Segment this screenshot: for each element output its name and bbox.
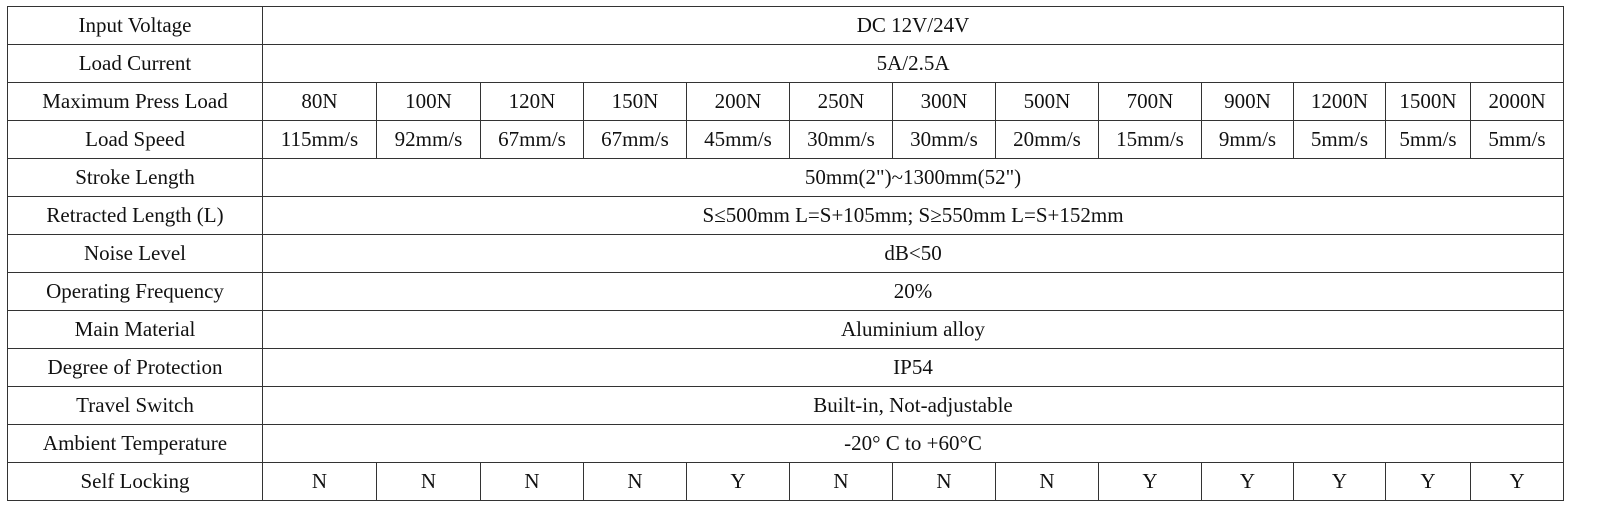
row-value: Built-in, Not-adjustable — [261, 386, 1565, 425]
row-cell: 92mm/s — [376, 120, 481, 159]
table-row: Travel Switch Built-in, Not-adjustable — [7, 386, 1565, 425]
row-value: DC 12V/24V — [261, 6, 1565, 45]
row-value: 50mm(2")~1300mm(52") — [261, 158, 1565, 197]
row-label: Self Locking — [7, 462, 263, 501]
row-cell: N — [892, 462, 996, 501]
table-row: Load Speed 115mm/s 92mm/s 67mm/s 67mm/s 45mm/… — [7, 120, 1565, 159]
row-value: -20° C to +60°C — [261, 424, 1565, 463]
row-value: S≤500mm L=S+105mm; S≥550mm L=S+152mm — [261, 196, 1565, 235]
row-label: Degree of Protection — [7, 348, 263, 387]
row-cell: Y — [1098, 462, 1202, 501]
row-cell: 2000N — [1469, 82, 1565, 121]
row-cell: 900N — [1201, 82, 1294, 121]
row-cell: N — [262, 462, 377, 501]
row-label: Ambient Temperature — [7, 424, 263, 463]
row-cell: N — [583, 462, 687, 501]
table-row: Main Material Aluminium alloy — [7, 310, 1565, 349]
row-cell: 700N — [1098, 82, 1202, 121]
row-cell: 15mm/s — [1098, 120, 1202, 159]
row-cell: 30mm/s — [789, 120, 893, 159]
row-label: Stroke Length — [7, 158, 263, 197]
row-cell: 45mm/s — [686, 120, 790, 159]
row-label: Noise Level — [7, 234, 263, 273]
row-value: dB<50 — [261, 234, 1565, 273]
row-cell: 5mm/s — [1293, 120, 1386, 159]
row-cell: 200N — [686, 82, 790, 121]
row-cell: N — [789, 462, 893, 501]
row-value: IP54 — [261, 348, 1565, 387]
row-cell: N — [480, 462, 584, 501]
row-cell: Y — [1201, 462, 1294, 501]
row-cell: 100N — [376, 82, 481, 121]
row-cell: 5mm/s — [1385, 120, 1471, 159]
row-label: Main Material — [7, 310, 263, 349]
row-label: Input Voltage — [7, 6, 263, 45]
table-row: Noise Level dB<50 — [7, 234, 1565, 273]
table-row: Maximum Press Load 80N 100N 120N 150N 200N 250… — [7, 82, 1565, 121]
row-cell: 80N — [262, 82, 377, 121]
row-cell: 9mm/s — [1201, 120, 1294, 159]
row-value: 5A/2.5A — [261, 44, 1565, 83]
table-row: Self Locking N N N N Y N N N Y Y Y Y Y — [7, 462, 1565, 501]
row-cell: 67mm/s — [480, 120, 584, 159]
table-row: Retracted Length (L) S≤500mm L=S+105mm; S… — [7, 196, 1565, 235]
row-cell: N — [376, 462, 481, 501]
row-cell: 67mm/s — [583, 120, 687, 159]
row-label: Load Current — [7, 44, 263, 83]
row-cell: 1500N — [1385, 82, 1471, 121]
table-row: Stroke Length 50mm(2")~1300mm(52") — [7, 158, 1565, 197]
row-cell: Y — [1293, 462, 1386, 501]
row-label: Retracted Length (L) — [7, 196, 263, 235]
row-label: Maximum Press Load — [7, 82, 263, 121]
row-value: 20% — [261, 272, 1565, 311]
row-label: Operating Frequency — [7, 272, 263, 311]
row-cell: N — [995, 462, 1099, 501]
row-cell: 300N — [892, 82, 996, 121]
row-cell: Y — [1469, 462, 1565, 501]
row-cell: 150N — [583, 82, 687, 121]
row-cell: 20mm/s — [995, 120, 1099, 159]
row-cell: Y — [1385, 462, 1471, 501]
spec-table: Input Voltage DC 12V/24V Load Current 5A/2.… — [7, 6, 1565, 501]
row-cell: 30mm/s — [892, 120, 996, 159]
row-cell: 500N — [995, 82, 1099, 121]
table-row: Ambient Temperature -20° C to +60°C — [7, 424, 1565, 463]
row-cell: 120N — [480, 82, 584, 121]
row-cell: 250N — [789, 82, 893, 121]
row-cell: 5mm/s — [1469, 120, 1565, 159]
table-row: Degree of Protection IP54 — [7, 348, 1565, 387]
row-cell: 115mm/s — [262, 120, 377, 159]
row-value: Aluminium alloy — [261, 310, 1565, 349]
row-cell: 1200N — [1293, 82, 1386, 121]
table-row: Load Current 5A/2.5A — [7, 44, 1565, 83]
table-row: Operating Frequency 20% — [7, 272, 1565, 311]
row-label: Load Speed — [7, 120, 263, 159]
row-cell: Y — [686, 462, 790, 501]
table-body: Input Voltage DC 12V/24V Load Current 5A/2.… — [7, 6, 1565, 501]
row-label: Travel Switch — [7, 386, 263, 425]
table-row: Input Voltage DC 12V/24V — [7, 6, 1565, 45]
